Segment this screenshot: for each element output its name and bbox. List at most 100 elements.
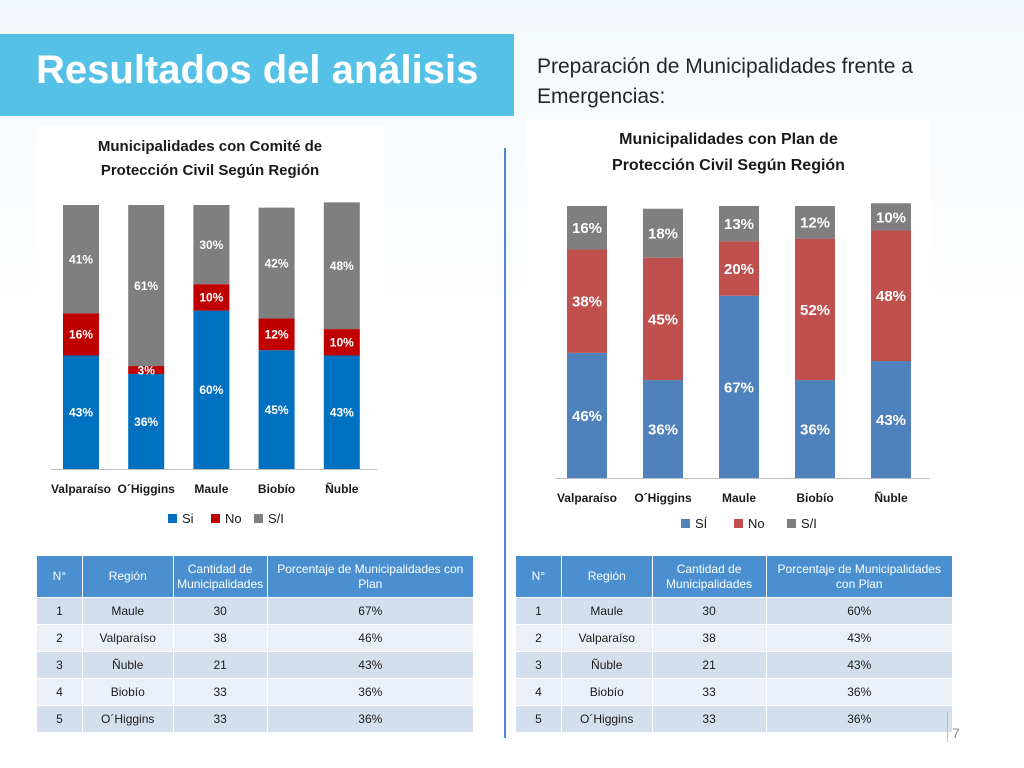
legend-swatch xyxy=(254,514,263,523)
table-header-cell: Cantidad de Municipalidades xyxy=(172,555,268,598)
x-tick-label: Ñuble xyxy=(325,481,359,496)
x-tick-label: Maule xyxy=(194,482,228,496)
table-cell: 33 xyxy=(651,678,767,706)
bar-segment-si xyxy=(643,208,683,258)
data-label: 10% xyxy=(876,209,906,226)
table-cell: Valparaíso xyxy=(81,624,174,652)
bar-segment-si xyxy=(567,206,607,250)
data-label: 16% xyxy=(572,220,602,237)
bar-segment-si xyxy=(323,355,360,469)
table-row: 1 Maule 30 60% xyxy=(515,597,953,625)
chart-title: Protección Civil Según Región xyxy=(612,157,845,174)
bar-segment-si xyxy=(323,202,360,330)
bar-segment-si xyxy=(128,205,165,367)
table-row: 1 Maule 30 67% xyxy=(36,597,475,625)
legend-swatch xyxy=(168,514,177,523)
bar-segment-no xyxy=(193,284,230,311)
bar-segment-si xyxy=(258,350,295,469)
table-header-cell: Región xyxy=(81,555,174,598)
page-number-rule xyxy=(947,712,948,742)
table-cell: 2 xyxy=(36,624,83,652)
legend-entry: No xyxy=(225,511,242,526)
table-row: 3 Ñuble 21 43% xyxy=(36,651,475,679)
table-cell: Biobío xyxy=(81,678,174,706)
bar-segment-no xyxy=(323,329,360,356)
table-cell: Ñuble xyxy=(560,651,653,679)
chart-title: Municipalidades con Comité de xyxy=(98,138,322,155)
table-header-cell: Cantidad de Municipalidades xyxy=(651,555,767,598)
table-cell: 30 xyxy=(651,597,767,625)
data-label: 60% xyxy=(199,383,223,397)
legend-entry: S/I xyxy=(268,511,284,526)
table-cell: Maule xyxy=(560,597,653,625)
bar-segment-s xyxy=(567,352,607,478)
chart-plan: Municipalidades con Plan de Protección Ci… xyxy=(527,120,930,545)
data-label: 46% xyxy=(572,408,602,425)
x-tick-label: Maule xyxy=(722,491,756,505)
table-row: 2 Valparaíso 38 43% xyxy=(515,624,953,652)
bar-segment-si xyxy=(871,203,911,231)
data-label: 38% xyxy=(572,294,602,311)
data-label: 12% xyxy=(800,215,830,232)
table-row: 4 Biobío 33 36% xyxy=(515,678,953,706)
table-cell: 36% xyxy=(266,705,475,733)
table-cell: 33 xyxy=(172,705,268,733)
x-tick-label: Valparaíso xyxy=(557,491,617,505)
legend-entry: SÍ xyxy=(695,516,708,531)
x-tick-label: Ñuble xyxy=(874,490,908,505)
data-label: 12% xyxy=(265,328,289,342)
table-cell: 36% xyxy=(266,678,475,706)
table-comite: N° Región Cantidad de Municipalidades Po… xyxy=(36,555,475,733)
table-row: 5 O´Higgins 33 36% xyxy=(515,705,953,733)
data-label: 10% xyxy=(330,336,354,350)
chart-comite: Municipalidades con Comité de Protección … xyxy=(36,127,384,532)
bar-segment-si xyxy=(128,373,165,469)
table-cell: Maule xyxy=(81,597,174,625)
data-label: 43% xyxy=(330,406,354,420)
table-cell: 43% xyxy=(765,624,953,652)
table-cell: 43% xyxy=(266,651,475,679)
table-cell: O´Higgins xyxy=(560,705,653,733)
data-label: 36% xyxy=(800,421,830,438)
table-row: 3 Ñuble 21 43% xyxy=(515,651,953,679)
table-cell: O´Higgins xyxy=(81,705,174,733)
legend-entry: Si xyxy=(182,511,194,526)
page-number: 7 xyxy=(952,725,960,741)
title-bar xyxy=(0,34,514,116)
bar-segment-no xyxy=(258,318,295,351)
data-label: 43% xyxy=(69,406,93,420)
table-cell: 3 xyxy=(36,651,83,679)
table-cell: Ñuble xyxy=(81,651,174,679)
bar-segment-s xyxy=(795,380,835,478)
chart-title: Municipalidades con Plan de xyxy=(619,131,838,148)
data-label: 67% xyxy=(724,379,754,396)
data-label: 48% xyxy=(330,259,354,273)
bar-segment-no xyxy=(63,313,99,356)
bar-segment-no xyxy=(567,249,607,353)
table-cell: 33 xyxy=(172,678,268,706)
data-label: 30% xyxy=(199,238,223,252)
bar-segment-si xyxy=(63,205,99,314)
legend-entry: S/I xyxy=(801,516,817,531)
table-cell: 1 xyxy=(515,597,562,625)
table-cell: Biobío xyxy=(560,678,653,706)
table-cell: 21 xyxy=(651,651,767,679)
data-label: 43% xyxy=(876,412,906,429)
bar-segment-si xyxy=(719,206,759,242)
table-cell: 30 xyxy=(172,597,268,625)
legend-swatch xyxy=(787,519,796,528)
data-label: 45% xyxy=(265,403,289,417)
bar-segment-si xyxy=(63,355,99,469)
table-cell: 46% xyxy=(266,624,475,652)
x-tick-label: Biobío xyxy=(258,482,295,496)
chart-title: Protección Civil Según Región xyxy=(101,162,319,179)
data-label: 3% xyxy=(138,363,156,377)
slide-title: Resultados del análisis xyxy=(36,48,479,92)
bar-segment-no xyxy=(871,230,911,362)
bar-segment-si xyxy=(193,205,230,285)
legend-entry: No xyxy=(748,516,765,531)
data-label: 10% xyxy=(199,291,223,305)
legend-swatch xyxy=(734,519,743,528)
table-header-cell: Porcentaje de Municipalidades con Plan xyxy=(765,555,953,598)
bar-segment-s xyxy=(719,295,759,478)
